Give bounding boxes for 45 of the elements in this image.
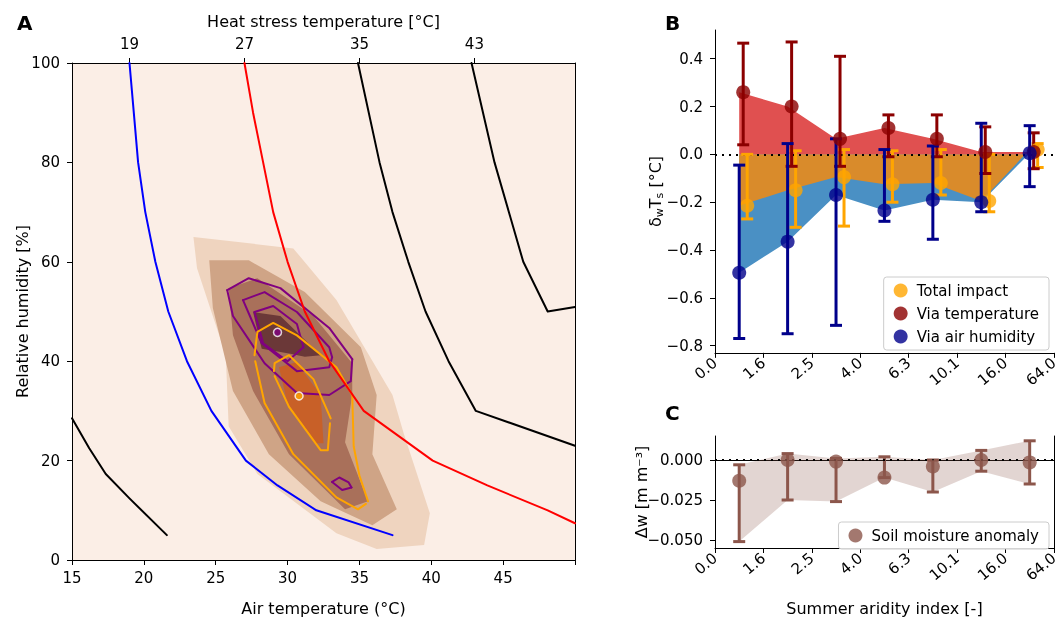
x2-tick-label: 43 [464, 34, 484, 53]
legend-label: Via air humidity [916, 327, 1036, 346]
x-axis-title: Summer aridity index [-] [786, 598, 983, 618]
y-tick-label: 0.4 [679, 49, 703, 68]
y-tick-label: −0.050 [647, 531, 703, 549]
y-tick-label: 80 [40, 153, 60, 172]
y-tick-label: −0.8 [666, 336, 703, 355]
x2-tick-label: 27 [234, 34, 254, 53]
legend-label: Soil moisture anomaly [871, 526, 1040, 545]
y-tick-label: 0 [50, 551, 60, 569]
y-tick-label: 0.000 [660, 451, 703, 469]
y-tick-label: 0.2 [679, 97, 703, 116]
x-tick-label: 6.3 [884, 549, 915, 579]
y-tick-label: 20 [40, 451, 60, 470]
x2-axis-title: Heat stress temperature [°C] [207, 11, 440, 31]
x-tick-label: 20 [134, 568, 154, 587]
x-tick-label: 2.5 [787, 353, 818, 384]
y-tick-label: 100 [31, 54, 60, 72]
x-tick-label: 25 [206, 568, 226, 587]
x-axis-title: Air temperature (°C) [241, 598, 406, 618]
chart-title: B [665, 11, 681, 35]
y-tick-label: −0.2 [666, 193, 703, 212]
x-tick-label: 4.0 [836, 549, 867, 579]
x-tick-label: 35 [349, 568, 369, 587]
x-tick-label: 4.0 [836, 353, 867, 384]
x-tick-label: 1.6 [739, 549, 770, 579]
y-tick-label: −0.6 [666, 288, 703, 307]
y-axis-title: Relative humidity [%] [12, 224, 32, 399]
chart-title: C [665, 401, 680, 425]
x-tick-label: 6.3 [884, 353, 915, 384]
chart-title: A [17, 11, 33, 35]
x-tick-label: 45 [493, 568, 513, 587]
x-tick-label: 30 [278, 568, 298, 587]
x-tick-label: 15 [62, 568, 82, 587]
legend-label: Total impact [915, 281, 1009, 300]
x-tick-label: 40 [421, 568, 441, 587]
y-tick-label: 60 [40, 252, 60, 271]
x2-tick-label: 19 [119, 34, 140, 53]
y-axis-title: δwTs [°C] [646, 155, 666, 227]
x-tick-label: 1.6 [739, 353, 770, 384]
legend-label: Via temperature [916, 304, 1039, 323]
x2-tick-label: 35 [349, 34, 369, 53]
y-tick-label: 0.0 [679, 145, 703, 164]
y-tick-label: −0.4 [666, 241, 703, 260]
x-tick-label: 2.5 [787, 549, 818, 579]
